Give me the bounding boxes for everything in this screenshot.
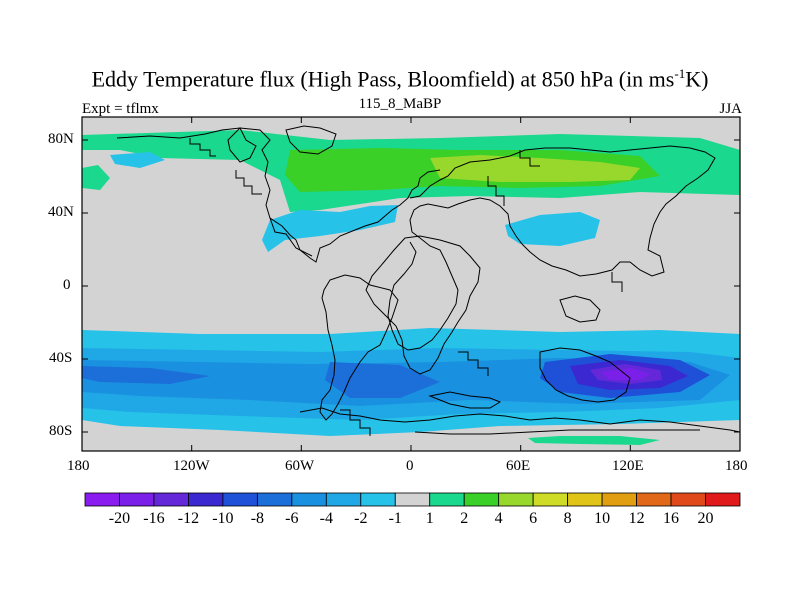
title-suffix: K)	[685, 66, 709, 92]
x-tick-180e: 180	[725, 458, 748, 474]
y-tick-40s: 40S	[49, 350, 73, 366]
colorbar-label: 12	[628, 510, 645, 527]
coast-detail	[189, 138, 623, 436]
colorbar-swatch	[119, 492, 155, 507]
colorbar	[84, 492, 741, 507]
x-tick-180w: 180	[67, 458, 90, 474]
title-superscript: -1	[674, 66, 686, 81]
colorbar-swatch	[84, 492, 120, 507]
negative-flux-nh	[110, 152, 600, 252]
colorbar-label: -6	[285, 510, 299, 527]
y-tick-80n: 80N	[48, 131, 74, 147]
colorbar-label: 20	[697, 510, 714, 527]
colorbar-swatch	[256, 492, 293, 507]
colorbar-swatch	[601, 492, 637, 507]
title-text: Eddy Temperature flux (High Pass, Bloomf…	[91, 66, 675, 92]
colorbar-label: 16	[663, 510, 680, 527]
colorbar-label: -1	[388, 510, 402, 527]
colorbar-label: -10	[212, 510, 234, 527]
colorbar-swatch	[291, 492, 327, 507]
colorbar-swatch	[153, 492, 189, 507]
map-area	[82, 117, 740, 451]
x-tick-120e: 120E	[612, 458, 644, 474]
colorbar-swatch	[222, 492, 258, 507]
colorbar-swatch	[670, 492, 706, 507]
colorbar-swatch	[360, 492, 396, 507]
colorbar-label: 10	[594, 510, 611, 527]
y-axis-ticks	[82, 139, 740, 433]
positive-flux-nh	[82, 130, 740, 212]
colorbar-label: 8	[563, 510, 572, 527]
colorbar-swatch	[325, 492, 362, 507]
colorbar-label: 4	[494, 510, 503, 527]
colorbar-label: 1	[425, 510, 434, 527]
y-tick-80s: 80S	[49, 423, 73, 439]
y-tick-40n: 40N	[48, 204, 74, 220]
colorbar-swatch	[188, 492, 224, 507]
run-label: 115_8_MaBP	[358, 96, 442, 112]
x-tick-0: 0	[406, 458, 414, 474]
colorbar-label: 2	[460, 510, 469, 527]
x-tick-60e: 60E	[506, 458, 531, 474]
season-label: JJA	[719, 101, 742, 117]
plot-title: Eddy Temperature flux (High Pass, Bloomf…	[0, 66, 800, 92]
colorbar-swatch	[532, 492, 569, 507]
colorbar-swatch	[705, 492, 741, 507]
colorbar-label: 6	[529, 510, 538, 527]
colorbar-label: -16	[143, 510, 165, 527]
coastlines	[116, 125, 740, 435]
colorbar-label: -4	[319, 510, 333, 527]
colorbar-swatch	[498, 492, 534, 507]
y-tick-0: 0	[63, 277, 71, 293]
x-tick-120w: 120W	[173, 458, 210, 474]
x-axis-ticks	[81, 117, 741, 451]
colorbar-swatch	[429, 492, 465, 507]
colorbar-swatch	[463, 492, 500, 507]
positive-flux-sh	[528, 436, 660, 445]
colorbar-swatch	[394, 492, 431, 507]
negative-flux-sh	[82, 328, 740, 436]
colorbar-label: -8	[250, 510, 265, 527]
colorbar-swatch	[636, 492, 672, 507]
colorbar-label: -12	[177, 510, 200, 527]
colorbar-swatch	[567, 492, 603, 507]
colorbar-label: -20	[108, 510, 131, 527]
colorbar-label: -2	[354, 510, 368, 527]
experiment-label: Expt = tflmx	[82, 101, 159, 117]
x-tick-60w: 60W	[285, 458, 315, 474]
